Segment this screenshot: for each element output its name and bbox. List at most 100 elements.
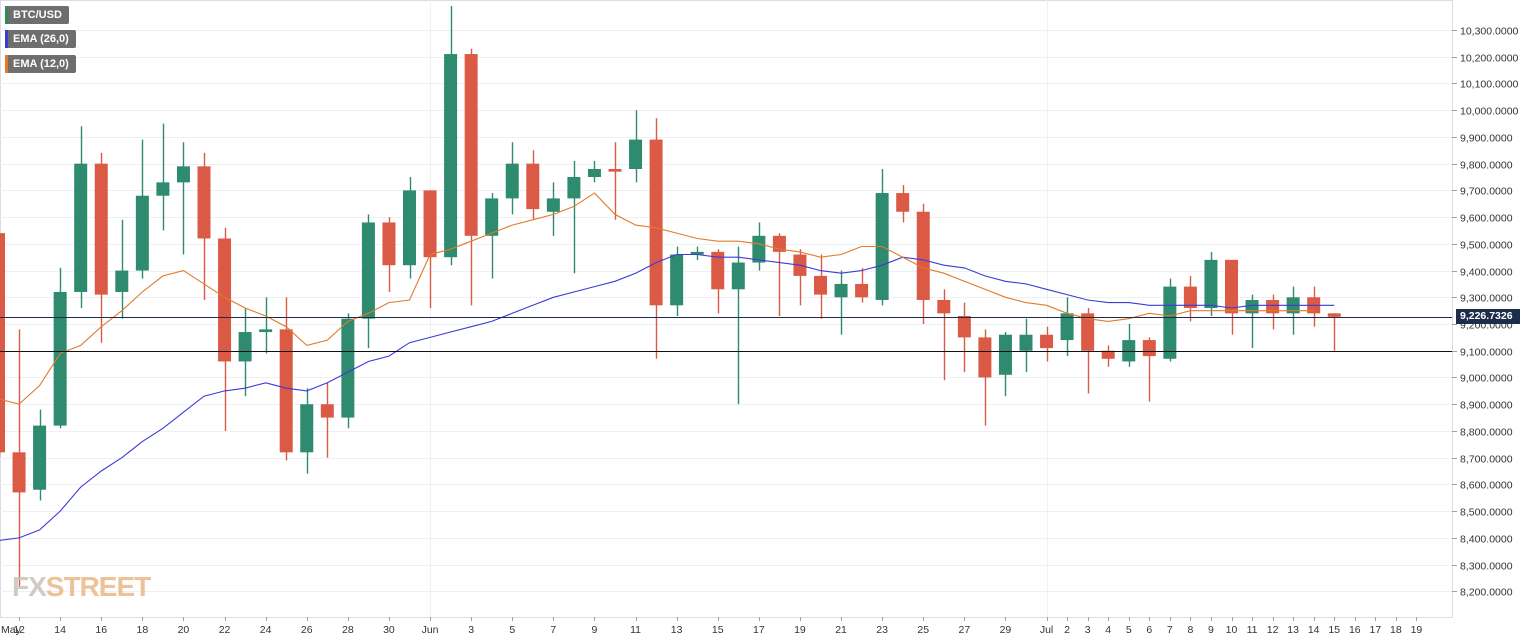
candle-bearish [12, 329, 26, 586]
candle-body [176, 166, 190, 183]
y-axis: 10,300.0000 10,200.0000 10,100.0000 10,000.… [1452, 26, 1519, 599]
candle-body [1040, 334, 1054, 349]
y-tick-label: 10,000.0000 [1460, 106, 1519, 118]
x-tick-label: Jul [1040, 624, 1053, 636]
candle-body [1142, 340, 1156, 357]
candle-body [444, 54, 458, 258]
price-lines [0, 317, 1452, 352]
candle-bearish [1040, 326, 1054, 362]
candle-body [814, 275, 827, 295]
candle-body [1019, 334, 1033, 351]
candle-body [1225, 259, 1238, 314]
plot-area [0, 0, 1453, 618]
candle-body [690, 251, 704, 255]
x-tick-label: 12 [1267, 624, 1279, 636]
candle-bearish [94, 152, 108, 343]
x-tick-label: 17 [1370, 624, 1382, 636]
candle-bearish [937, 289, 951, 381]
candle-body [33, 425, 47, 490]
candle-bearish [526, 150, 540, 220]
x-tick-label: 16 [1349, 624, 1361, 636]
y-tick-label: 9,000.0000 [1460, 373, 1513, 385]
candle-bearish [814, 254, 827, 319]
x-tick-label: 5 [1126, 624, 1132, 636]
candle-body [937, 299, 951, 314]
legend-label: EMA (12,0) [13, 58, 69, 70]
candle-body [834, 283, 848, 298]
candle-bearish [1266, 294, 1280, 330]
candle-bullish [403, 177, 416, 279]
candle-body [526, 163, 540, 210]
candle-body [12, 452, 26, 493]
candle-body [300, 404, 314, 453]
x-tick-label: 20 [178, 624, 190, 636]
candle-body [1266, 299, 1280, 314]
candle-body [74, 163, 88, 292]
x-tick-label: 22 [219, 624, 231, 636]
x-tick-label: 7 [550, 624, 556, 636]
y-tick-label: 9,300.0000 [1460, 293, 1513, 305]
x-tick-label: 19 [1411, 624, 1423, 636]
candle-bearish [382, 217, 396, 292]
y-tick-label: 9,500.0000 [1460, 240, 1513, 252]
candle-body [896, 193, 910, 212]
legend-label: BTC/USD [13, 9, 62, 21]
y-tick-label: 9,700.0000 [1460, 186, 1513, 198]
candle-body [1081, 313, 1095, 351]
candle-bearish [197, 152, 211, 300]
candle-body [567, 177, 581, 199]
candle-bearish [1327, 313, 1341, 351]
candle-bullish [444, 5, 458, 266]
ema-12-line [0, 192, 1314, 405]
candle-body [1122, 340, 1136, 362]
candle-bearish [916, 203, 930, 325]
x-tick-label: 5 [509, 624, 515, 636]
x-tick-label: 10 [1226, 624, 1238, 636]
candle-bullish [115, 219, 129, 319]
candle-bearish [464, 48, 478, 306]
candle-body [382, 222, 396, 266]
candle-body [238, 332, 252, 362]
candle-bullish [834, 270, 848, 335]
candle-body [279, 329, 293, 453]
candle-bearish [1101, 345, 1115, 367]
x-tick-label: 17 [753, 624, 765, 636]
x-tick-label: 26 [301, 624, 313, 636]
candle-body [1183, 286, 1197, 308]
legend-ema-26[interactable]: EMA (26,0) [5, 30, 76, 48]
candle-body [94, 163, 108, 295]
candle-body [0, 233, 5, 453]
legend-ema-12[interactable]: EMA (12,0) [5, 55, 76, 73]
candle-body [1245, 299, 1259, 314]
legend-swatch [5, 55, 8, 73]
candle-body [320, 404, 334, 418]
candle-bullish [135, 139, 149, 279]
candle-bearish [1183, 275, 1197, 322]
candle-body [505, 163, 519, 199]
x-tick-label: 3 [468, 624, 474, 636]
candles [0, 5, 1341, 586]
x-tick-label: 11 [1247, 624, 1258, 636]
candle-bullish [156, 123, 170, 231]
candle-bullish [74, 126, 88, 308]
y-tick-label: 9,600.0000 [1460, 213, 1513, 225]
candle-body [361, 222, 375, 319]
candle-body [649, 139, 663, 306]
x-tick-label: 15 [712, 624, 724, 636]
x-tick-label: 24 [260, 624, 272, 636]
candle-body [464, 54, 478, 236]
candle-body [218, 238, 232, 362]
y-tick-label: 8,900.0000 [1460, 400, 1513, 412]
x-tick-label: 3 [1085, 624, 1091, 636]
x-tick-label: 11 [630, 624, 641, 636]
x-tick-label: 15 [1328, 624, 1340, 636]
candle-body [629, 139, 643, 169]
candle-body [608, 168, 622, 172]
candle-bullish [259, 297, 273, 354]
candle-bullish [1060, 297, 1074, 357]
candle-bearish [0, 233, 5, 458]
candle-bearish [608, 142, 622, 220]
watermark-part2: STREET [45, 571, 151, 602]
legend-btcusd[interactable]: BTC/USD [5, 6, 69, 24]
